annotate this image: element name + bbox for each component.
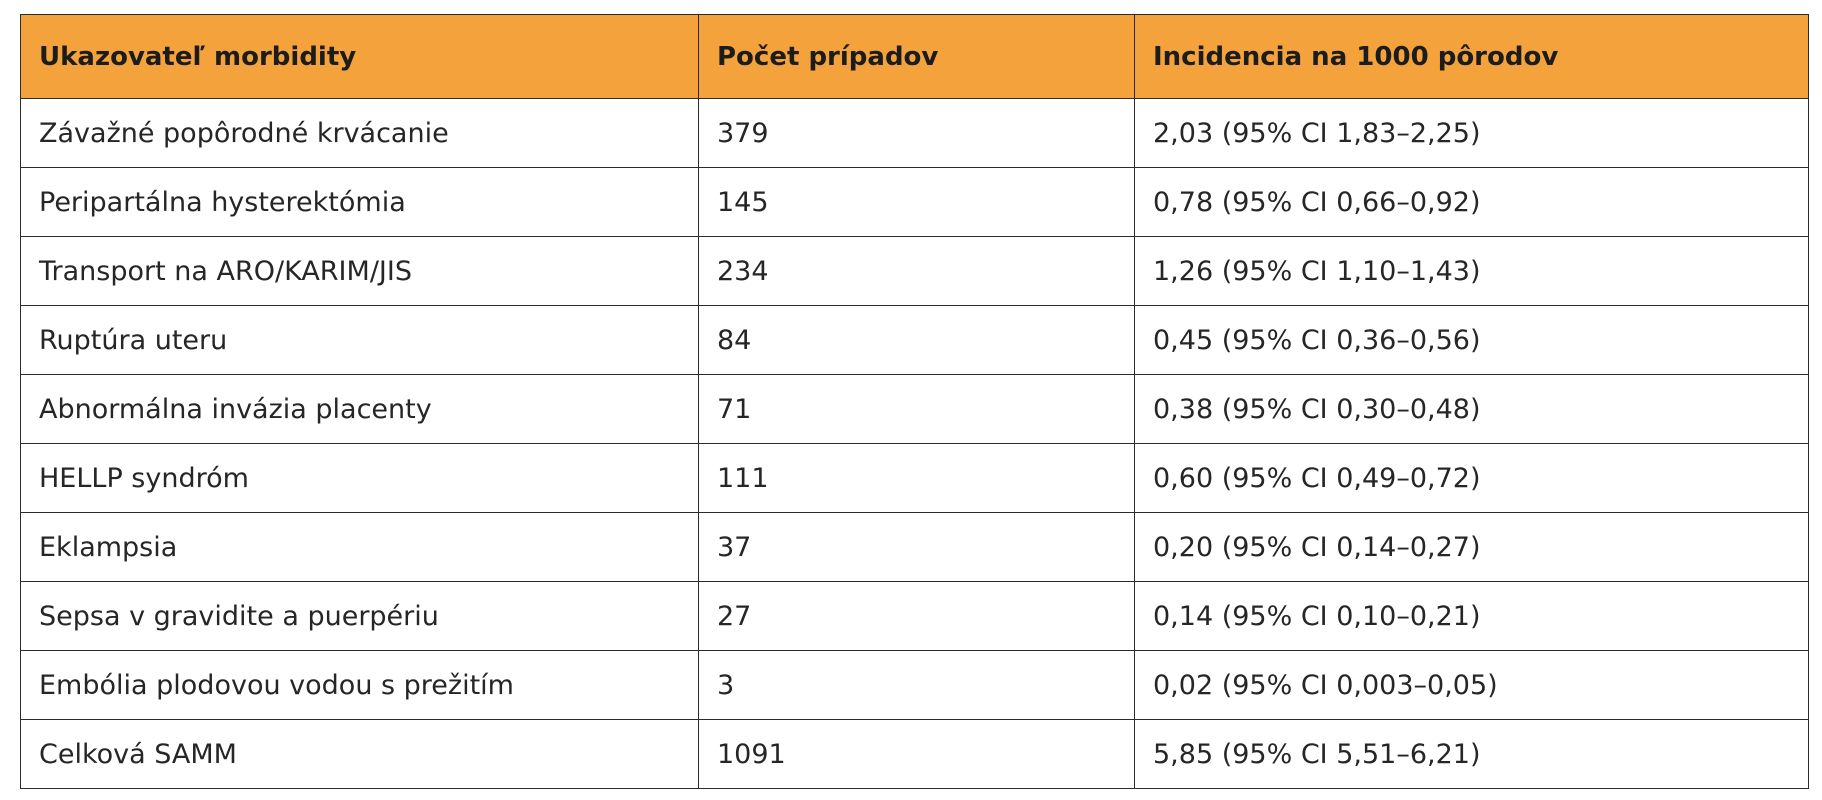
cell-cases: 84 — [698, 305, 1135, 375]
cell-incidence: 2,03 (95% CI 1,83–2,25) — [1134, 98, 1809, 168]
table-row: Embólia plodovou vodou s prežitím 3 0,02… — [20, 650, 1809, 720]
cell-indicator: Závažné popôrodné krvácanie — [20, 98, 699, 168]
cell-indicator: Transport na ARO/KARIM/JIS — [20, 236, 699, 306]
header-cases: Počet prípadov — [698, 14, 1135, 99]
header-incidence: Incidencia na 1000 pôrodov — [1134, 14, 1809, 99]
table-row: Ruptúra uteru 84 0,45 (95% CI 0,36–0,56) — [20, 305, 1809, 375]
cell-incidence: 1,26 (95% CI 1,10–1,43) — [1134, 236, 1809, 306]
header-indicator: Ukazovateľ morbidity — [20, 14, 699, 99]
cell-cases: 1091 — [698, 719, 1135, 789]
cell-incidence: 0,45 (95% CI 0,36–0,56) — [1134, 305, 1809, 375]
cell-indicator: HELLP syndróm — [20, 443, 699, 513]
cell-indicator: Ruptúra uteru — [20, 305, 699, 375]
table-row: Transport na ARO/KARIM/JIS 234 1,26 (95%… — [20, 236, 1809, 306]
cell-indicator: Embólia plodovou vodou s prežitím — [20, 650, 699, 720]
table-row: Sepsa v gravidite a puerpériu 27 0,14 (9… — [20, 581, 1809, 651]
table-row: Abnormálna invázia placenty 71 0,38 (95%… — [20, 374, 1809, 444]
cell-incidence: 0,60 (95% CI 0,49–0,72) — [1134, 443, 1809, 513]
table-body: Závažné popôrodné krvácanie 379 2,03 (95… — [20, 98, 1809, 789]
cell-incidence: 0,20 (95% CI 0,14–0,27) — [1134, 512, 1809, 582]
header-row: Ukazovateľ morbidity Počet prípadov Inci… — [20, 14, 1809, 99]
cell-indicator: Sepsa v gravidite a puerpériu — [20, 581, 699, 651]
cell-cases: 27 — [698, 581, 1135, 651]
table-row: Peripartálna hysterektómia 145 0,78 (95%… — [20, 167, 1809, 237]
cell-indicator: Eklampsia — [20, 512, 699, 582]
cell-incidence: 0,78 (95% CI 0,66–0,92) — [1134, 167, 1809, 237]
cell-indicator: Celková SAMM — [20, 719, 699, 789]
cell-incidence: 0,14 (95% CI 0,10–0,21) — [1134, 581, 1809, 651]
table-row: Závažné popôrodné krvácanie 379 2,03 (95… — [20, 98, 1809, 168]
cell-indicator: Abnormálna invázia placenty — [20, 374, 699, 444]
morbidity-table: Ukazovateľ morbidity Počet prípadov Inci… — [20, 14, 1809, 789]
cell-cases: 37 — [698, 512, 1135, 582]
cell-incidence: 0,02 (95% CI 0,003–0,05) — [1134, 650, 1809, 720]
table-header: Ukazovateľ morbidity Počet prípadov Inci… — [20, 14, 1809, 99]
cell-cases: 111 — [698, 443, 1135, 513]
table-row-total: Celková SAMM 1091 5,85 (95% CI 5,51–6,21… — [20, 719, 1809, 789]
cell-cases: 3 — [698, 650, 1135, 720]
table-row: HELLP syndróm 111 0,60 (95% CI 0,49–0,72… — [20, 443, 1809, 513]
cell-incidence: 0,38 (95% CI 0,30–0,48) — [1134, 374, 1809, 444]
cell-cases: 234 — [698, 236, 1135, 306]
cell-incidence: 5,85 (95% CI 5,51–6,21) — [1134, 719, 1809, 789]
cell-cases: 379 — [698, 98, 1135, 168]
table-row: Eklampsia 37 0,20 (95% CI 0,14–0,27) — [20, 512, 1809, 582]
cell-cases: 71 — [698, 374, 1135, 444]
cell-indicator: Peripartálna hysterektómia — [20, 167, 699, 237]
cell-cases: 145 — [698, 167, 1135, 237]
